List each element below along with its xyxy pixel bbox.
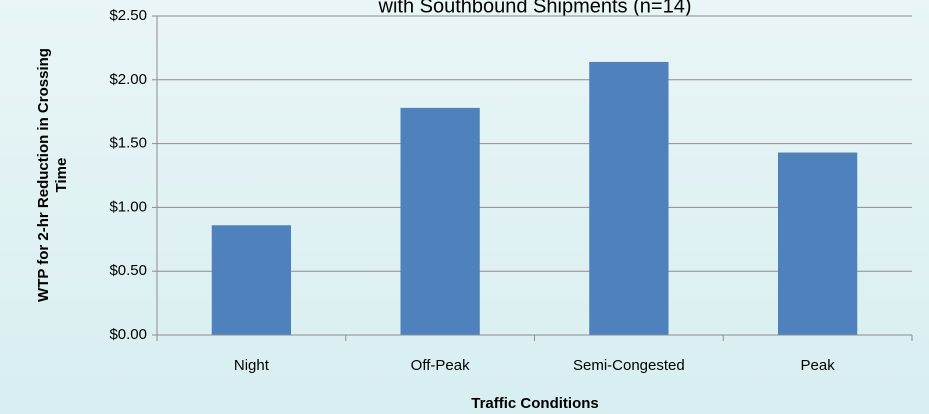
- bar: [211, 225, 292, 335]
- x-tick-label: Semi-Congested: [573, 357, 685, 374]
- bar: [400, 107, 480, 335]
- bar: [589, 61, 669, 335]
- x-tick-label: Peak: [801, 357, 836, 374]
- y-tick-label: $1.00: [109, 198, 147, 215]
- y-tick-label: $0.00: [109, 326, 147, 343]
- chart-title: with Southbound Shipments (n=14): [378, 0, 692, 17]
- y-tick-label: $0.50: [109, 262, 147, 279]
- x-axis-title: Traffic Conditions: [471, 395, 599, 412]
- bar: [777, 152, 858, 335]
- y-axis-title: WTP for 2-hr Reduction in Crossing Time: [35, 48, 70, 302]
- y-tick-label: $2.00: [109, 71, 147, 88]
- y-tick-label: $1.50: [109, 135, 147, 152]
- x-tick-label: Off-Peak: [411, 357, 470, 374]
- y-axis-title-line: WTP for 2-hr Reduction in Crossing: [35, 48, 52, 302]
- x-tick-label: Night: [234, 357, 270, 374]
- y-tick-label: $2.50: [109, 7, 147, 24]
- y-axis-title-line: Time: [53, 158, 70, 193]
